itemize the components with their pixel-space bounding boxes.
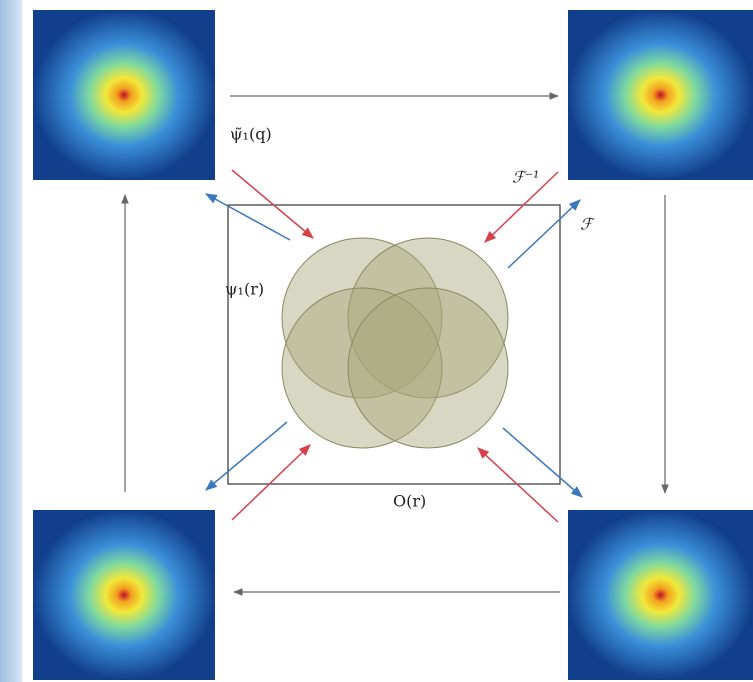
arrow [206, 194, 290, 240]
label-psi-q: ψ̃₁(q) [230, 125, 272, 144]
arrow [478, 448, 558, 522]
probe [348, 288, 508, 448]
arrow [503, 428, 582, 497]
label-object: O(r) [393, 492, 426, 511]
diagram: ψ̃₁(q) ℱ⁻¹ ℱ ψ₁(r) O(r) [0, 0, 753, 682]
pattern [33, 10, 215, 180]
pattern [568, 510, 753, 680]
label-f: ℱ [580, 215, 596, 234]
side-strip [0, 0, 22, 682]
probe-circles [282, 238, 508, 448]
pattern [33, 510, 215, 680]
arrow [232, 170, 313, 238]
pattern [568, 10, 753, 180]
label-f-inverse: ℱ⁻¹ [512, 168, 539, 187]
label-psi-r: ψ₁(r) [225, 280, 264, 299]
arrow [232, 445, 310, 520]
